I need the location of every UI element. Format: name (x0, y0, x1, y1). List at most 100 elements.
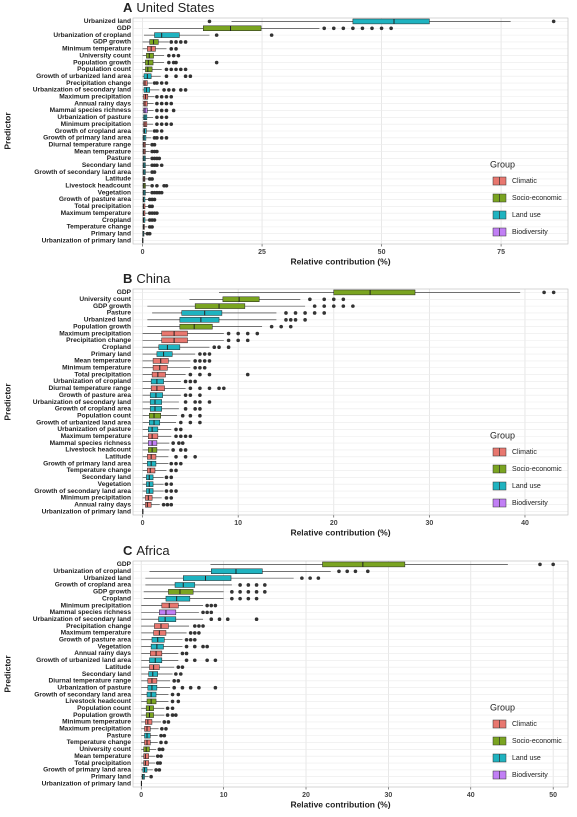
outlier (312, 304, 317, 308)
outlier (198, 372, 202, 377)
outlier (174, 713, 178, 717)
outlier (308, 297, 312, 302)
outlier (170, 706, 175, 711)
outlier (279, 324, 283, 329)
y-tick-label: Mean temperature (74, 148, 131, 155)
outlier (188, 386, 193, 391)
outlier (150, 177, 154, 181)
outlier (174, 427, 178, 432)
outlier (226, 331, 231, 336)
outlier (230, 590, 234, 594)
outlier (207, 19, 212, 24)
outlier (180, 685, 185, 690)
outlier (155, 183, 159, 188)
outlier (212, 345, 217, 350)
y-tick-label: Diurnal temperature range (49, 678, 132, 685)
outlier (245, 331, 250, 336)
y-tick-label: Diurnal temperature range (49, 141, 132, 148)
outlier (551, 290, 556, 295)
y-tick-label: Latitude (105, 664, 131, 671)
outlier (269, 33, 274, 37)
outlier (188, 434, 193, 439)
box (168, 589, 194, 595)
outlier (188, 631, 193, 635)
box (149, 412, 161, 419)
y-tick-label: Growth of cropland area (55, 128, 132, 135)
outlier (193, 365, 197, 370)
legend-title: Group (490, 702, 515, 712)
outlier (209, 603, 214, 608)
outlier (303, 311, 307, 315)
plot-border (132, 560, 569, 788)
outlier (192, 624, 197, 628)
box (151, 371, 166, 378)
outlier (161, 502, 166, 507)
outlier (214, 33, 219, 37)
y-tick-label: Mammal species richness (50, 609, 132, 616)
box (156, 351, 173, 357)
outlier (238, 596, 242, 601)
outlier (162, 733, 167, 738)
legend-title: Group (490, 430, 515, 440)
outlier (201, 624, 205, 628)
box (148, 433, 159, 439)
legend-label: Biodiversity (512, 500, 548, 507)
outlier (214, 60, 219, 65)
outlier (164, 183, 169, 188)
outlier (246, 583, 251, 587)
outlier (192, 631, 197, 635)
outlier (172, 679, 176, 683)
outlier (174, 434, 178, 439)
y-tick-label: Growth of secondary land area (34, 169, 131, 176)
outlier (164, 496, 169, 500)
panel-label: B (123, 271, 132, 286)
outlier (246, 596, 251, 601)
outlier (188, 74, 193, 79)
panel-label: A (123, 0, 133, 15)
box (145, 66, 153, 73)
outlier (207, 359, 212, 363)
x-tick-label: 40 (467, 792, 475, 799)
y-tick-label: Secondary land (82, 671, 131, 678)
y-tick-label: Vegetation (98, 481, 131, 488)
y-tick-label: Urbanization of primary land (42, 237, 131, 244)
y-tick-label: GDP (117, 561, 132, 568)
legend-label: Biodiversity (512, 229, 548, 236)
y-tick-label: Urbanized land (84, 575, 131, 582)
outlier (169, 40, 174, 44)
panel-title: C Africa (123, 543, 170, 558)
outlier (331, 26, 336, 31)
outlier (170, 713, 175, 717)
outlier (293, 311, 298, 315)
outlier (159, 163, 164, 168)
outlier (202, 365, 207, 370)
outlier (174, 74, 178, 79)
y-tick-label: Population growth (73, 712, 131, 719)
y-tick-label: Growth of pasture area (59, 392, 132, 399)
outlier (155, 94, 159, 99)
legend-title: Group (490, 159, 515, 169)
box (147, 467, 156, 474)
outlier (183, 400, 188, 404)
outlier (165, 713, 170, 717)
outlier (183, 448, 188, 452)
x-tick-label: 50 (378, 249, 386, 256)
outlier (174, 47, 178, 51)
outlier (159, 108, 164, 113)
outlier (157, 747, 162, 752)
x-tick-label: 0 (141, 520, 145, 527)
y-tick-label: Maximum precipitation (59, 726, 131, 733)
y-tick-label: Cropland (102, 595, 131, 602)
y-tick-label: Annual rainy days (74, 501, 131, 508)
box (352, 18, 430, 25)
box (158, 616, 177, 622)
outlier (155, 81, 159, 85)
outlier (179, 461, 183, 466)
outlier (164, 81, 169, 85)
y-tick-label: Pasture (107, 732, 132, 739)
y-tick-label: Latitude (105, 176, 131, 183)
plot-border (132, 17, 569, 245)
outlier (213, 685, 218, 690)
outlier (155, 761, 160, 765)
outlier (246, 590, 251, 594)
